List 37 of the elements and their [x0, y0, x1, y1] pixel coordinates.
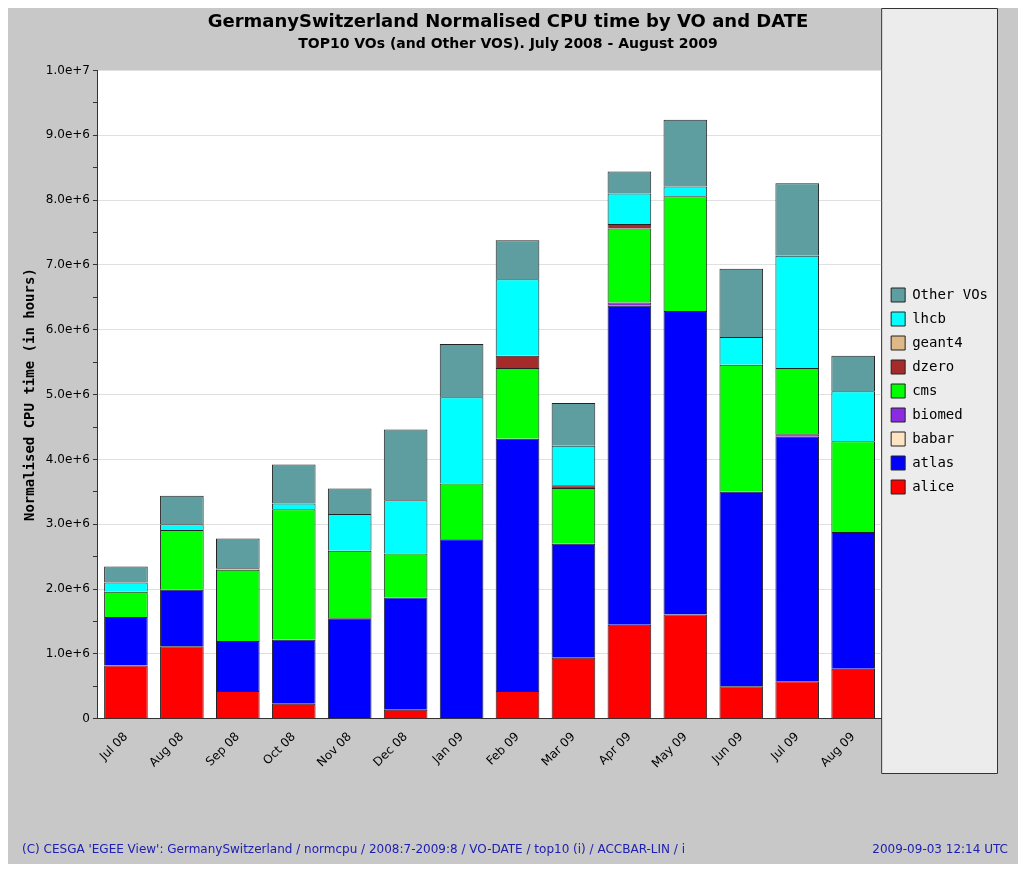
- y-tick-label: 1.0e+6: [45, 646, 90, 661]
- x-tick-label: Aug 08: [146, 729, 187, 770]
- x-tick-label: Jul 08: [95, 729, 131, 764]
- x-tick-label: Jan 09: [428, 729, 466, 767]
- y-tick-label: 8.0e+6: [45, 192, 90, 207]
- legend-label: Other VOs: [912, 285, 988, 302]
- y-tick-label: 6.0e+6: [45, 321, 90, 336]
- x-tick-label: Mar 09: [538, 729, 578, 769]
- x-tick-label: Apr 09: [595, 729, 634, 768]
- legend-label: geant4: [912, 333, 963, 350]
- legend-label: biomed: [912, 405, 963, 422]
- x-tick-label: Sep 08: [202, 729, 243, 769]
- legend-label: babar: [912, 429, 955, 446]
- legend-label: lhcb: [912, 309, 946, 326]
- y-tick-label: 2.0e+6: [45, 581, 90, 596]
- legend-label: dzero: [912, 357, 955, 374]
- x-tick-label: Jun 09: [708, 729, 746, 767]
- x-tick-label: Feb 09: [483, 729, 522, 768]
- text: (C) CESGA 'EGEE View': GermanySwitzerland / normcpu / 2008:7-2009:8 / VO-DATE / top10 (i) / ACCBAR-LIN / i: [22, 842, 686, 857]
- x-tick-label: Jul 09: [767, 729, 802, 764]
- chart-title: GermanySwitzerland Normalised CPU time by VO and DATE: [207, 10, 809, 32]
- legend-label: cms: [912, 381, 938, 398]
- y-tick-label: 1.0e+7: [45, 62, 90, 77]
- x-tick-label: Oct 08: [260, 729, 299, 768]
- y-tick-label: 5.0e+6: [45, 386, 90, 401]
- y-tick-label: 0: [82, 710, 90, 725]
- legend-label: alice: [912, 477, 955, 494]
- text: 2009-09-03 12:14 UTC: [872, 842, 1008, 857]
- y-tick-label: 3.0e+6: [45, 516, 90, 531]
- x-tick-label: Aug 09: [817, 729, 858, 770]
- y-axis-title: Normalised CPU time (in hours): [21, 268, 38, 522]
- chart-subtitle: TOP10 VOs (and Other VOS). July 2008 - August 2009: [298, 34, 718, 51]
- x-tick-label: Dec 08: [370, 729, 410, 770]
- y-tick-label: 4.0e+6: [45, 451, 90, 466]
- y-tick-label: 9.0e+6: [45, 127, 90, 142]
- y-tick-label: 7.0e+6: [45, 257, 90, 272]
- legend-label: atlas: [912, 453, 955, 470]
